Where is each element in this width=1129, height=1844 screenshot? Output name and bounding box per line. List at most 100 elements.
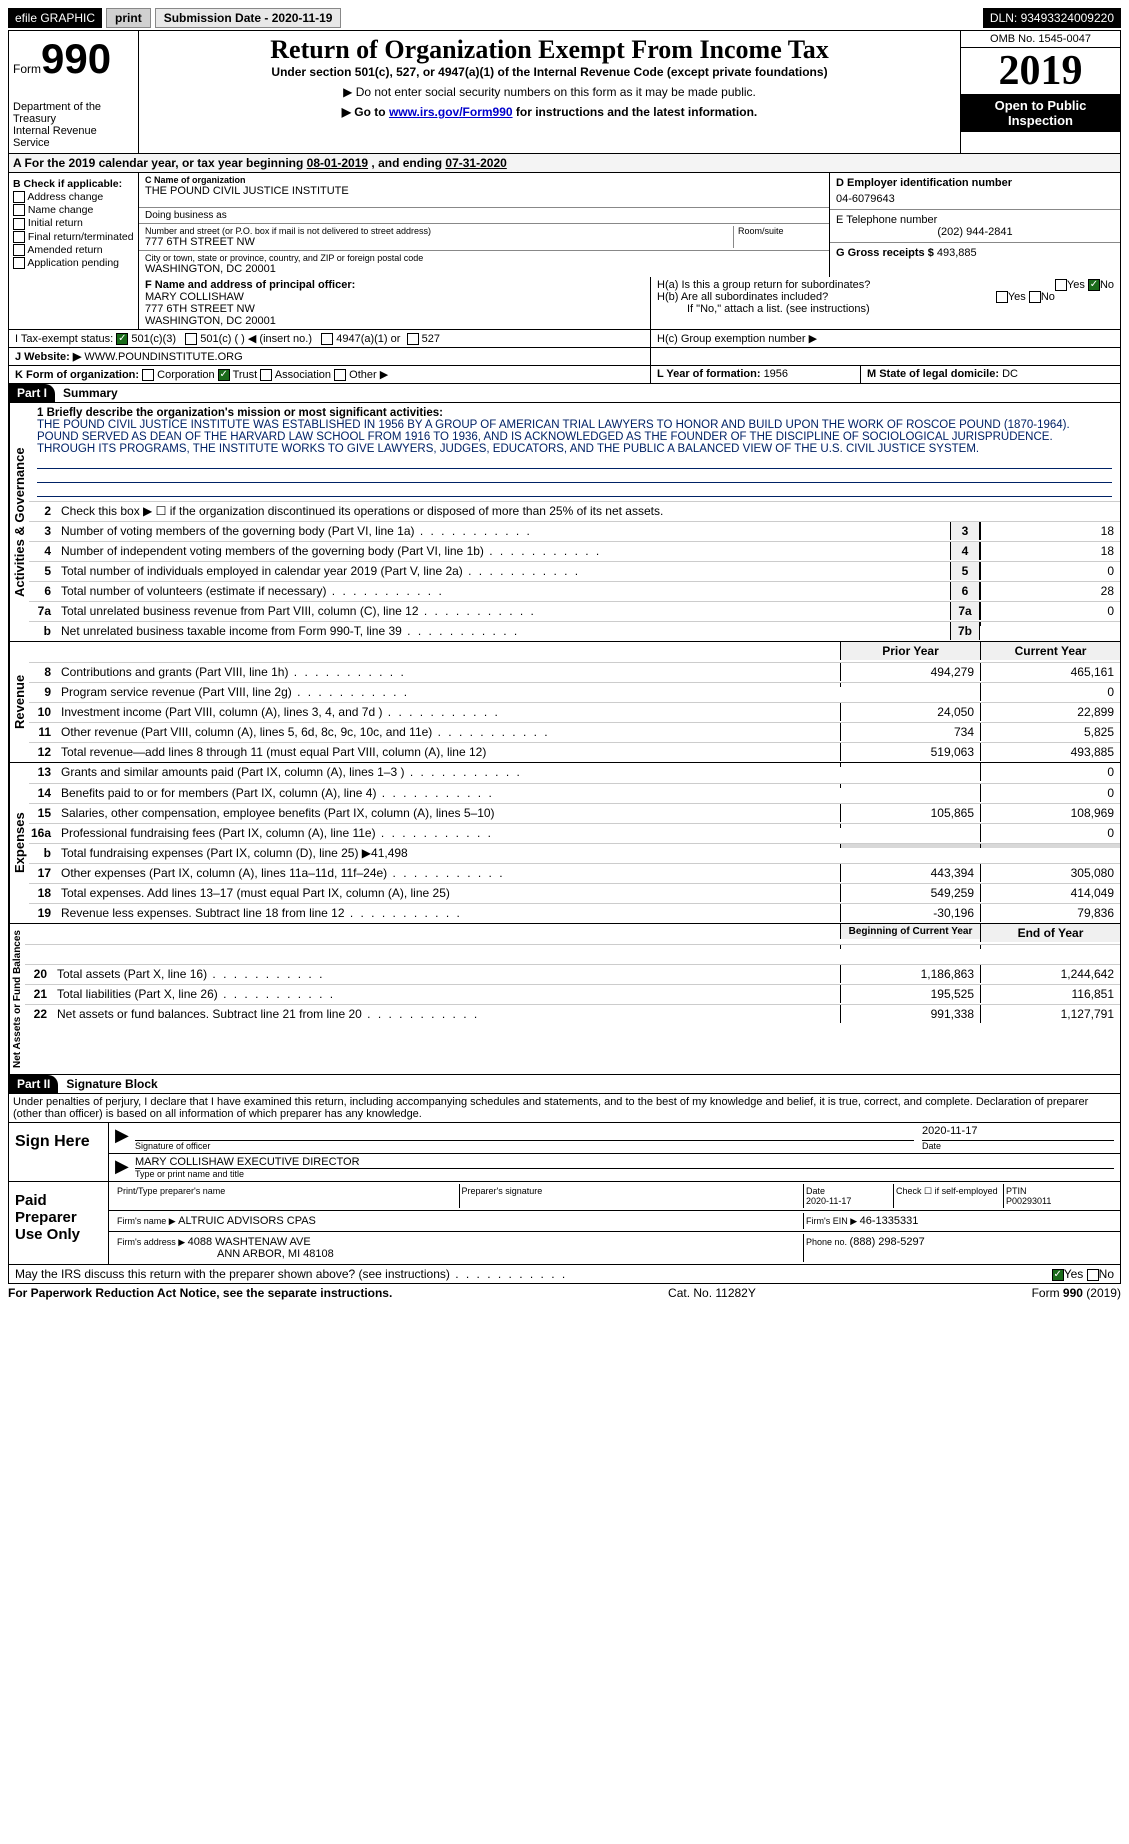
m-cell: M State of legal domicile: DC bbox=[860, 366, 1120, 383]
dln-label: DLN: bbox=[990, 11, 1021, 25]
firm-name-label: Firm's name ▶ bbox=[117, 1216, 178, 1226]
chk-final-return[interactable]: Final return/terminated bbox=[13, 231, 134, 243]
l11-desc: Other revenue (Part VIII, column (A), li… bbox=[57, 723, 840, 741]
phone-row: E Telephone number (202) 944-2841 bbox=[830, 210, 1120, 243]
discuss-label: May the IRS discuss this return with the… bbox=[15, 1267, 1052, 1281]
chk-other[interactable] bbox=[334, 369, 346, 381]
l9-desc: Program service revenue (Part VIII, line… bbox=[57, 683, 840, 701]
opt-501c: 501(c) ( ) ◀ (insert no.) bbox=[200, 333, 312, 345]
ptin-value: P00293011 bbox=[1006, 1196, 1051, 1206]
opt-assoc: Association bbox=[275, 369, 331, 381]
part2-header: Part II Signature Block bbox=[8, 1075, 1121, 1094]
l12-prior: 519,063 bbox=[840, 743, 980, 761]
page-footer: For Paperwork Reduction Act Notice, see … bbox=[8, 1284, 1121, 1302]
opt-corp: Corporation bbox=[157, 369, 214, 381]
submission-date-label: Submission Date - bbox=[164, 11, 272, 25]
hdr-end-year: End of Year bbox=[980, 924, 1120, 942]
l22-prior: 991,338 bbox=[840, 1005, 980, 1023]
l20-desc: Total assets (Part X, line 16) bbox=[53, 965, 840, 983]
chk-501c3[interactable]: ✓ bbox=[116, 333, 128, 345]
room-label: Room/suite bbox=[733, 226, 823, 248]
print-button[interactable]: print bbox=[106, 8, 151, 28]
opt-501c3: 501(c)(3) bbox=[131, 333, 176, 345]
ein-label: D Employer identification number bbox=[836, 177, 1114, 189]
chk-trust[interactable]: ✓ bbox=[218, 369, 230, 381]
footer-right: Form 990 (2019) bbox=[1032, 1286, 1121, 1300]
l20-prior: 1,186,863 bbox=[840, 965, 980, 983]
website-row: J Website: ▶ WWW.POUNDINSTITUTE.ORG bbox=[9, 348, 650, 365]
chk-assoc[interactable] bbox=[260, 369, 272, 381]
part2-title: Signature Block bbox=[58, 1075, 165, 1093]
l17-desc: Other expenses (Part IX, column (A), lin… bbox=[57, 864, 840, 882]
gross-value: 493,885 bbox=[937, 247, 977, 259]
efile-badge: efile GRAPHIC bbox=[8, 8, 102, 28]
self-employed-check[interactable]: Check ☐ if self-employed bbox=[894, 1184, 1004, 1208]
sign-here-label: Sign Here bbox=[9, 1123, 109, 1181]
tax-year-end: 07-31-2020 bbox=[445, 156, 506, 170]
chk-corp[interactable] bbox=[142, 369, 154, 381]
section-expenses: Expenses 13Grants and similar amounts pa… bbox=[8, 763, 1121, 924]
tab-revenue: Revenue bbox=[9, 642, 29, 762]
top-bar: efile GRAPHIC print Submission Date - 20… bbox=[8, 8, 1121, 28]
footer-left: For Paperwork Reduction Act Notice, see … bbox=[8, 1286, 392, 1300]
f-label: F Name and address of principal officer: bbox=[145, 279, 644, 291]
m-label: M State of legal domicile: bbox=[867, 368, 1002, 380]
l5-val: 0 bbox=[980, 562, 1120, 580]
chk-4947[interactable] bbox=[321, 333, 333, 345]
l14-prior bbox=[840, 784, 980, 788]
l18-desc: Total expenses. Add lines 13–17 (must eq… bbox=[57, 884, 840, 902]
form-of-org: K Form of organization: Corporation ✓ Tr… bbox=[9, 366, 650, 383]
dba-label: Doing business as bbox=[145, 210, 823, 221]
header-sub3: ▶ Go to www.irs.gov/Form990 for instruct… bbox=[143, 105, 956, 119]
l7b-val bbox=[980, 622, 1120, 626]
firm-name: ALTRUIC ADVISORS CPAS bbox=[178, 1215, 316, 1227]
firm-phone: (888) 298-5297 bbox=[850, 1236, 925, 1248]
hc-label: H(c) Group exemption number ▶ bbox=[650, 330, 1120, 347]
chk-527[interactable] bbox=[407, 333, 419, 345]
date-label: Date bbox=[922, 1141, 1114, 1151]
l20-curr: 1,244,642 bbox=[980, 965, 1120, 983]
l7b-desc: Net unrelated business taxable income fr… bbox=[57, 622, 950, 640]
lbl-address-change: Address change bbox=[27, 191, 103, 203]
l14-desc: Benefits paid to or for members (Part IX… bbox=[57, 784, 840, 802]
chk-app-pending[interactable]: Application pending bbox=[13, 257, 134, 269]
l10-curr: 22,899 bbox=[980, 703, 1120, 721]
header-left: Form990 Department of the Treasury Inter… bbox=[9, 31, 139, 153]
irs-link[interactable]: www.irs.gov/Form990 bbox=[389, 105, 513, 119]
hb-note: If "No," attach a list. (see instruction… bbox=[657, 303, 1114, 315]
part1-badge: Part I bbox=[9, 384, 55, 402]
l8-prior: 494,279 bbox=[840, 663, 980, 681]
discuss-no-check[interactable] bbox=[1087, 1269, 1099, 1281]
footer-form-post: (2019) bbox=[1083, 1286, 1121, 1300]
l18-curr: 414,049 bbox=[980, 884, 1120, 902]
l-cell: L Year of formation: 1956 bbox=[650, 366, 860, 383]
col-c-org-info: C Name of organization THE POUND CIVIL J… bbox=[139, 173, 830, 277]
ein-value: 04-6079643 bbox=[836, 193, 1114, 205]
chk-address-change[interactable]: Address change bbox=[13, 191, 134, 203]
footer-form-pre: Form bbox=[1032, 1286, 1063, 1300]
chk-amended-return[interactable]: Amended return bbox=[13, 244, 134, 256]
l10-desc: Investment income (Part VIII, column (A)… bbox=[57, 703, 840, 721]
submission-date: Submission Date - 2020-11-19 bbox=[155, 8, 342, 28]
officer-addr1: 777 6TH STREET NW bbox=[145, 303, 644, 315]
h-section: H(a) Is this a group return for subordin… bbox=[650, 277, 1120, 329]
tab-expenses: Expenses bbox=[9, 763, 29, 923]
row-a-prefix: A For the 2019 calendar year, or tax yea… bbox=[13, 156, 307, 170]
discuss-yes: Yes bbox=[1064, 1267, 1084, 1281]
tax-year-begin: 08-01-2019 bbox=[307, 156, 368, 170]
l13-desc: Grants and similar amounts paid (Part IX… bbox=[57, 763, 840, 781]
submission-date-value: 2020-11-19 bbox=[272, 11, 333, 25]
chk-initial-return[interactable]: Initial return bbox=[13, 217, 134, 229]
section-net-assets: Net Assets or Fund Balances Beginning of… bbox=[8, 924, 1121, 1075]
chk-501c[interactable] bbox=[185, 333, 197, 345]
l19-desc: Revenue less expenses. Subtract line 18 … bbox=[57, 904, 840, 922]
discuss-yes-check[interactable]: ✓ bbox=[1052, 1269, 1064, 1281]
chk-name-change[interactable]: Name change bbox=[13, 204, 134, 216]
header-sub1: Under section 501(c), 527, or 4947(a)(1)… bbox=[143, 65, 956, 79]
address-row: Number and street (or P.O. box if mail i… bbox=[139, 224, 829, 251]
ha-no: No bbox=[1100, 279, 1114, 291]
form-label: Form bbox=[13, 62, 41, 76]
l13-curr: 0 bbox=[980, 763, 1120, 781]
header-right: OMB No. 1545-0047 2019 Open to Public In… bbox=[960, 31, 1120, 153]
row-a-mid: , and ending bbox=[371, 156, 445, 170]
